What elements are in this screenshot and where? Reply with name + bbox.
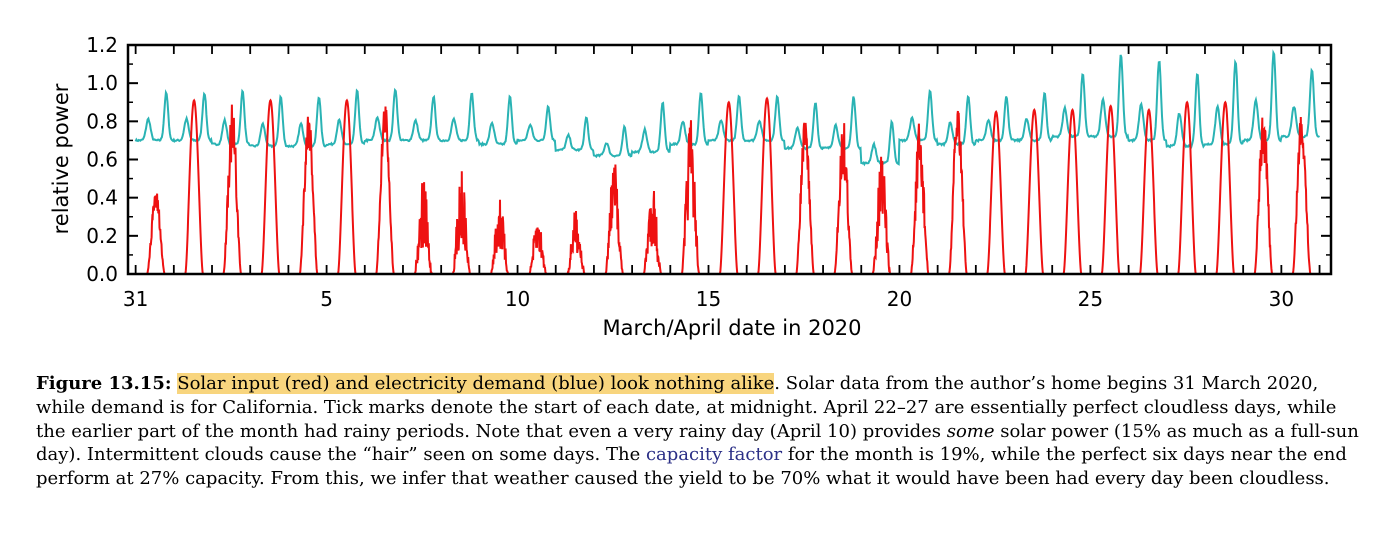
plot-area (134, 49, 1321, 275)
capacity-factor-link[interactable]: capacity factor (645, 444, 783, 466)
caption-text-2: solar power (15% as much as a full-sun d… (36, 420, 1359, 466)
plot-frame (126, 43, 1333, 276)
y-tick-label: 0.8 (86, 109, 118, 133)
x-tick-label: 15 (696, 287, 721, 311)
x-axis-label: March/April date in 2020 (602, 316, 861, 340)
x-tick-label: 5 (320, 287, 333, 311)
y-tick-label: 0.6 (86, 148, 118, 172)
x-tick-label: 31 (123, 287, 148, 311)
solar-series-line (135, 96, 1320, 275)
x-tick-label: 10 (505, 287, 530, 311)
y-tick-label: 0.2 (86, 224, 118, 248)
x-tick-label: 25 (1078, 287, 1103, 311)
y-tick-label: 0.0 (86, 262, 118, 286)
y-axis-label: relative power (49, 83, 73, 234)
caption-text-3: for the month is 19%, while the perfect … (36, 444, 1347, 490)
demand-series-line (134, 49, 1321, 167)
solar-demand-chart: 0.0 0.2 0.4 0.6 0.8 1.0 1.2 31 5 10 15 20 25 30 March… (49, 33, 1333, 340)
x-tick-label: 30 (1269, 287, 1294, 311)
caption-highlight: Solar input (red) and electricity demand… (177, 373, 775, 394)
caption-text-1: . Solar data from the author’s home begi… (36, 373, 1337, 442)
y-tick-label: 1.0 (86, 71, 118, 95)
x-tick-label: 20 (887, 287, 912, 311)
caption-emphasis: some (946, 420, 995, 442)
y-tick-label: 0.4 (86, 186, 118, 210)
figure-label: Figure 13.15: (36, 373, 172, 394)
figure-caption: Figure 13.15: Solar input (red) and elec… (36, 372, 1366, 491)
y-tick-label: 1.2 (86, 33, 118, 57)
axis-ticks: 0.0 0.2 0.4 0.6 0.8 1.0 1.2 31 5 10 15 20 25 30 (86, 33, 1333, 311)
